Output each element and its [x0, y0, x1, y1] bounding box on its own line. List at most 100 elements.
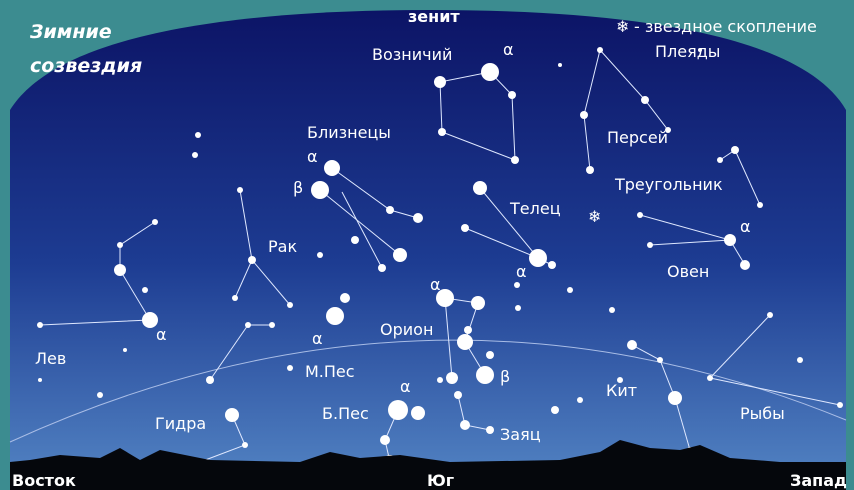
- star: [767, 312, 773, 318]
- cluster-icon: ❄: [588, 207, 601, 226]
- star: [38, 378, 42, 382]
- direction: Восток: [12, 471, 76, 490]
- star: [326, 307, 344, 325]
- star: [454, 391, 462, 399]
- cluster-icon: ❄: [616, 17, 629, 36]
- star: [567, 287, 573, 293]
- label: Треугольник: [614, 175, 723, 194]
- star: [195, 132, 201, 138]
- star: [245, 322, 251, 328]
- label: α: [312, 329, 323, 348]
- title: созвездия: [30, 55, 142, 77]
- star: [837, 402, 843, 408]
- star: [287, 302, 293, 308]
- star: [757, 202, 763, 208]
- legend-name: Плеяды: [655, 42, 720, 61]
- star: [558, 63, 562, 67]
- star: [637, 212, 643, 218]
- star: [37, 322, 43, 328]
- label: Телец: [509, 199, 561, 218]
- star: [486, 351, 494, 359]
- star: [464, 326, 472, 334]
- direction: Юг: [427, 471, 454, 490]
- star: [388, 400, 408, 420]
- star: [740, 260, 750, 270]
- label: α: [156, 325, 167, 344]
- star: [641, 96, 649, 104]
- label: α: [430, 275, 441, 294]
- star: [287, 365, 293, 371]
- label: Лев: [35, 349, 66, 368]
- star: [514, 282, 520, 288]
- star: [586, 166, 594, 174]
- star: [393, 248, 407, 262]
- label: Рыбы: [740, 404, 785, 423]
- star: [324, 160, 340, 176]
- star: [97, 392, 103, 398]
- star: [152, 219, 158, 225]
- star: [438, 128, 446, 136]
- star: [515, 305, 521, 311]
- star: [114, 264, 126, 276]
- label: Кит: [606, 381, 637, 400]
- label: Б.Пес: [322, 404, 369, 423]
- label: α: [516, 262, 527, 281]
- star: [481, 63, 499, 81]
- star: [476, 366, 494, 384]
- star: [411, 406, 425, 420]
- label: α: [400, 377, 411, 396]
- star: [225, 408, 239, 422]
- star: [457, 334, 473, 350]
- star: [511, 156, 519, 164]
- star: [707, 375, 713, 381]
- star: [529, 249, 547, 267]
- star: [731, 146, 739, 154]
- star: [647, 242, 653, 248]
- label: Гидра: [155, 414, 206, 433]
- label: Овен: [667, 262, 709, 281]
- label: Орион: [380, 320, 433, 339]
- star: [446, 372, 458, 384]
- star: [123, 348, 127, 352]
- star: [486, 426, 494, 434]
- star: [142, 287, 148, 293]
- star: [386, 206, 394, 214]
- label: М.Пес: [305, 362, 355, 381]
- star: [797, 357, 803, 363]
- star: [627, 340, 637, 350]
- star: [577, 397, 583, 403]
- label: Рак: [268, 237, 297, 256]
- star: [657, 357, 663, 363]
- label: β: [500, 367, 510, 386]
- zenith: зенит: [408, 7, 460, 26]
- star: [237, 187, 243, 193]
- star: [269, 322, 275, 328]
- star: [437, 377, 443, 383]
- star: [473, 181, 487, 195]
- star: [548, 261, 556, 269]
- star: [192, 152, 198, 158]
- star: [460, 420, 470, 430]
- star-map: Зимние созвездия зенит ❄ - звездное скоп…: [0, 0, 854, 490]
- legend-text: - звездное скопление: [634, 17, 817, 36]
- star: [724, 234, 736, 246]
- star: [551, 406, 559, 414]
- star: [117, 242, 123, 248]
- star: [311, 181, 329, 199]
- title: Зимние: [29, 21, 112, 43]
- star: [413, 213, 423, 223]
- star: [248, 256, 256, 264]
- label: α: [307, 147, 318, 166]
- star: [380, 435, 390, 445]
- label: β: [293, 178, 303, 197]
- star: [206, 376, 214, 384]
- star: [461, 224, 469, 232]
- label: α: [740, 217, 751, 236]
- star: [340, 293, 350, 303]
- star: [351, 236, 359, 244]
- star: [717, 157, 723, 163]
- sky: [10, 10, 846, 470]
- star: [378, 264, 386, 272]
- label: Близнецы: [307, 123, 391, 142]
- direction: Запад: [790, 471, 847, 490]
